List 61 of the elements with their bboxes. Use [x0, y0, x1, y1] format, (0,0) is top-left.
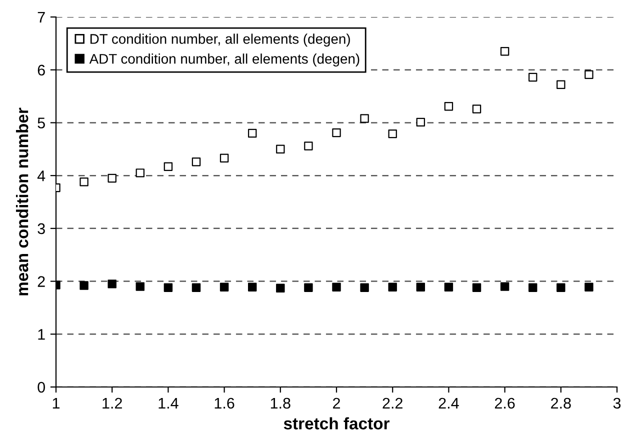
point	[192, 157, 201, 166]
y-tick-label: 1	[38, 329, 45, 340]
legend-label: DT condition number, all elements (degen)	[90, 34, 350, 47]
x-tick-label: 2.6	[494, 398, 515, 409]
point	[388, 129, 397, 138]
point	[500, 47, 510, 56]
point	[192, 283, 201, 292]
x-tick-label: 1	[52, 398, 60, 408]
y-tick-label: 2	[38, 276, 45, 287]
point	[136, 168, 145, 178]
point	[80, 281, 88, 290]
point	[304, 142, 313, 150]
point	[276, 284, 285, 293]
y-tick-label: 3	[38, 223, 45, 234]
y-tick-label: 7	[38, 12, 45, 23]
point	[360, 114, 369, 123]
point	[164, 283, 173, 292]
x-tick-label: 2.8	[551, 398, 571, 409]
point	[472, 283, 482, 292]
x-tick-label: 1.8	[270, 398, 290, 409]
x-tick-label: 2.4	[438, 398, 459, 408]
point	[528, 72, 538, 82]
point	[360, 283, 369, 292]
point	[164, 162, 173, 171]
point	[248, 282, 257, 292]
legend-label: ADT condition number, all elements (degen)	[89, 54, 360, 67]
point	[416, 118, 426, 127]
point	[556, 80, 566, 90]
point	[584, 282, 594, 292]
point	[136, 282, 145, 291]
x-tick-label: 2	[333, 398, 340, 408]
x-axis-title: stretch factor	[284, 417, 390, 430]
point	[584, 70, 594, 79]
point	[444, 102, 454, 111]
point	[528, 283, 538, 292]
point	[220, 154, 229, 162]
point	[108, 174, 116, 183]
point	[304, 283, 313, 292]
point	[276, 144, 285, 154]
point	[248, 128, 257, 138]
point	[556, 283, 566, 292]
point	[416, 282, 426, 292]
point	[332, 128, 341, 138]
x-tick-label: 1.6	[214, 398, 234, 409]
x-tick-label: 1.4	[158, 398, 178, 408]
y-tick-label: 0	[38, 382, 45, 393]
point	[80, 178, 88, 186]
y-tick-label: 5	[38, 118, 45, 128]
point	[388, 282, 397, 292]
point	[332, 282, 341, 292]
y-tick-label: 4	[37, 170, 46, 182]
y-axis-title: mean condition number	[16, 108, 28, 296]
point	[108, 280, 116, 288]
x-tick-label: 1.2	[102, 398, 122, 408]
x-tick-label: 2.2	[382, 398, 402, 408]
point	[220, 282, 229, 292]
point	[472, 104, 482, 114]
point	[444, 282, 454, 292]
y-tick-label: 6	[38, 64, 45, 76]
x-tick-label: 3	[613, 398, 621, 409]
point	[500, 282, 510, 291]
